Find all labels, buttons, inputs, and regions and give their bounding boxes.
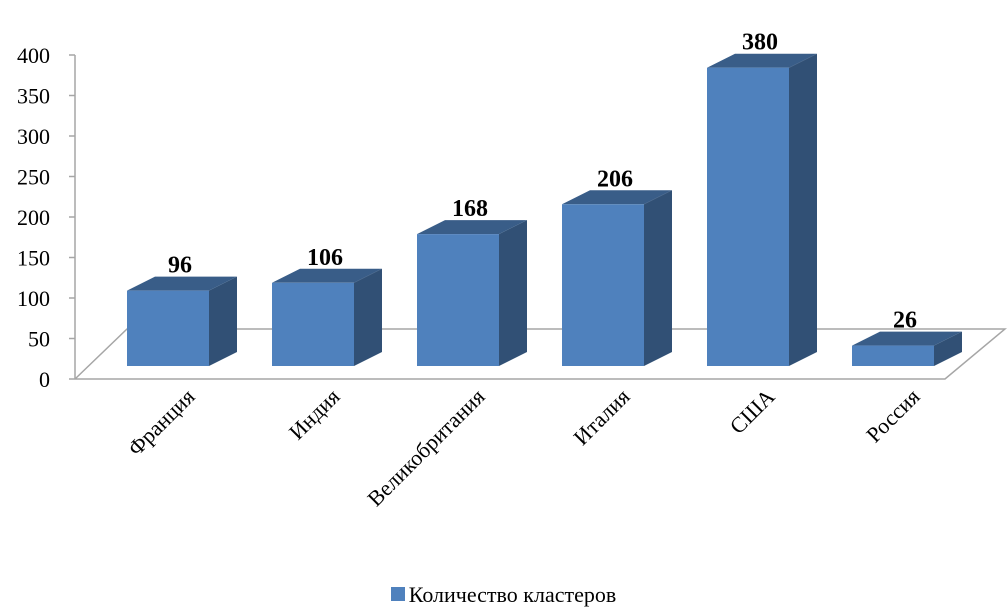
legend: Количество кластеров bbox=[0, 582, 1007, 608]
y-tick-label: 150 bbox=[17, 246, 50, 271]
bar bbox=[852, 331, 962, 366]
y-tick-label: 400 bbox=[17, 43, 50, 68]
legend-swatch bbox=[390, 587, 405, 601]
category-label: Россия bbox=[861, 384, 924, 447]
bar-side bbox=[934, 331, 962, 366]
bar bbox=[272, 268, 382, 366]
y-tick-label: 100 bbox=[17, 286, 50, 311]
legend-label: Количество кластеров bbox=[408, 582, 617, 607]
y-tick-label: 200 bbox=[17, 205, 50, 230]
bar bbox=[707, 53, 817, 366]
bar-top bbox=[417, 220, 527, 235]
bar-side bbox=[644, 190, 672, 366]
bar-side bbox=[354, 268, 382, 366]
bar-side bbox=[209, 276, 237, 366]
data-label: 96 bbox=[168, 253, 192, 279]
bar-front bbox=[272, 282, 354, 366]
category-label: Великобритания bbox=[362, 384, 489, 511]
bar-top bbox=[562, 190, 672, 205]
bar-front bbox=[417, 234, 499, 366]
bar bbox=[127, 276, 237, 366]
y-tick-label: 300 bbox=[17, 124, 50, 149]
bar-front bbox=[707, 67, 789, 366]
plot-floor bbox=[74, 328, 1007, 380]
y-tick-label: 0 bbox=[39, 367, 50, 392]
bar bbox=[562, 190, 672, 366]
data-label: 26 bbox=[893, 308, 917, 334]
data-label: 380 bbox=[742, 30, 778, 56]
bar-top bbox=[272, 268, 382, 283]
bar-top bbox=[127, 276, 237, 291]
data-label: 106 bbox=[307, 245, 343, 271]
category-label: Франция bbox=[123, 384, 200, 461]
category-label: Италия bbox=[568, 384, 634, 450]
bar-top bbox=[852, 331, 962, 346]
data-label: 168 bbox=[452, 196, 488, 222]
y-tick-label: 250 bbox=[17, 165, 50, 190]
bar-front bbox=[562, 204, 644, 366]
bar-side bbox=[499, 220, 527, 366]
bar-front bbox=[127, 290, 209, 366]
bar bbox=[417, 220, 527, 366]
data-label: 206 bbox=[597, 166, 633, 192]
bar-side bbox=[789, 53, 817, 366]
y-tick-label: 350 bbox=[17, 84, 50, 109]
bar-front bbox=[852, 345, 934, 366]
y-tick-label: 50 bbox=[28, 327, 50, 352]
bar-top bbox=[707, 53, 817, 68]
category-label: Индия bbox=[284, 384, 345, 445]
category-label: США bbox=[725, 384, 780, 439]
